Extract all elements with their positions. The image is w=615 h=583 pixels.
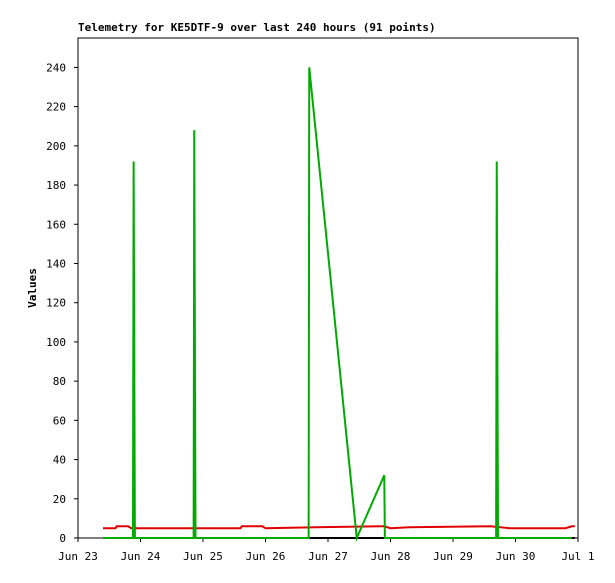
x-tick-label: Jun 29 [433,550,473,563]
y-tick-label: 240 [46,61,66,74]
y-tick-label: 120 [46,297,66,310]
y-tick-label: 160 [46,218,66,231]
y-tick-label: 20 [53,493,66,506]
x-tick-label: Jun 23 [58,550,98,563]
y-tick-label: 180 [46,179,66,192]
series-line [103,525,575,530]
y-tick-label: 200 [46,140,66,153]
plot-frame [77,37,579,539]
x-tick-label: Jun 26 [246,550,286,563]
y-tick-label: 0 [59,532,66,545]
x-tick-label: Jun 24 [121,550,161,563]
x-tick-label: Jun 27 [308,550,348,563]
y-tick-label: 140 [46,257,66,270]
y-tick-label: 100 [46,336,66,349]
y-tick-label: 220 [46,101,66,114]
y-axis-label: Values [26,268,39,308]
chart-title: Telemetry for KE5DTF-9 over last 240 hou… [78,21,436,34]
y-tick-label: 80 [53,375,66,388]
x-tick-label: Jul 1 [561,550,594,563]
x-tick-label: Jun 28 [371,550,411,563]
y-tick-label: 40 [53,454,66,467]
y-tick-label: 60 [53,414,66,427]
series-line [103,67,572,542]
x-tick-label: Jun 25 [183,550,223,563]
x-tick-label: Jun 30 [496,550,536,563]
